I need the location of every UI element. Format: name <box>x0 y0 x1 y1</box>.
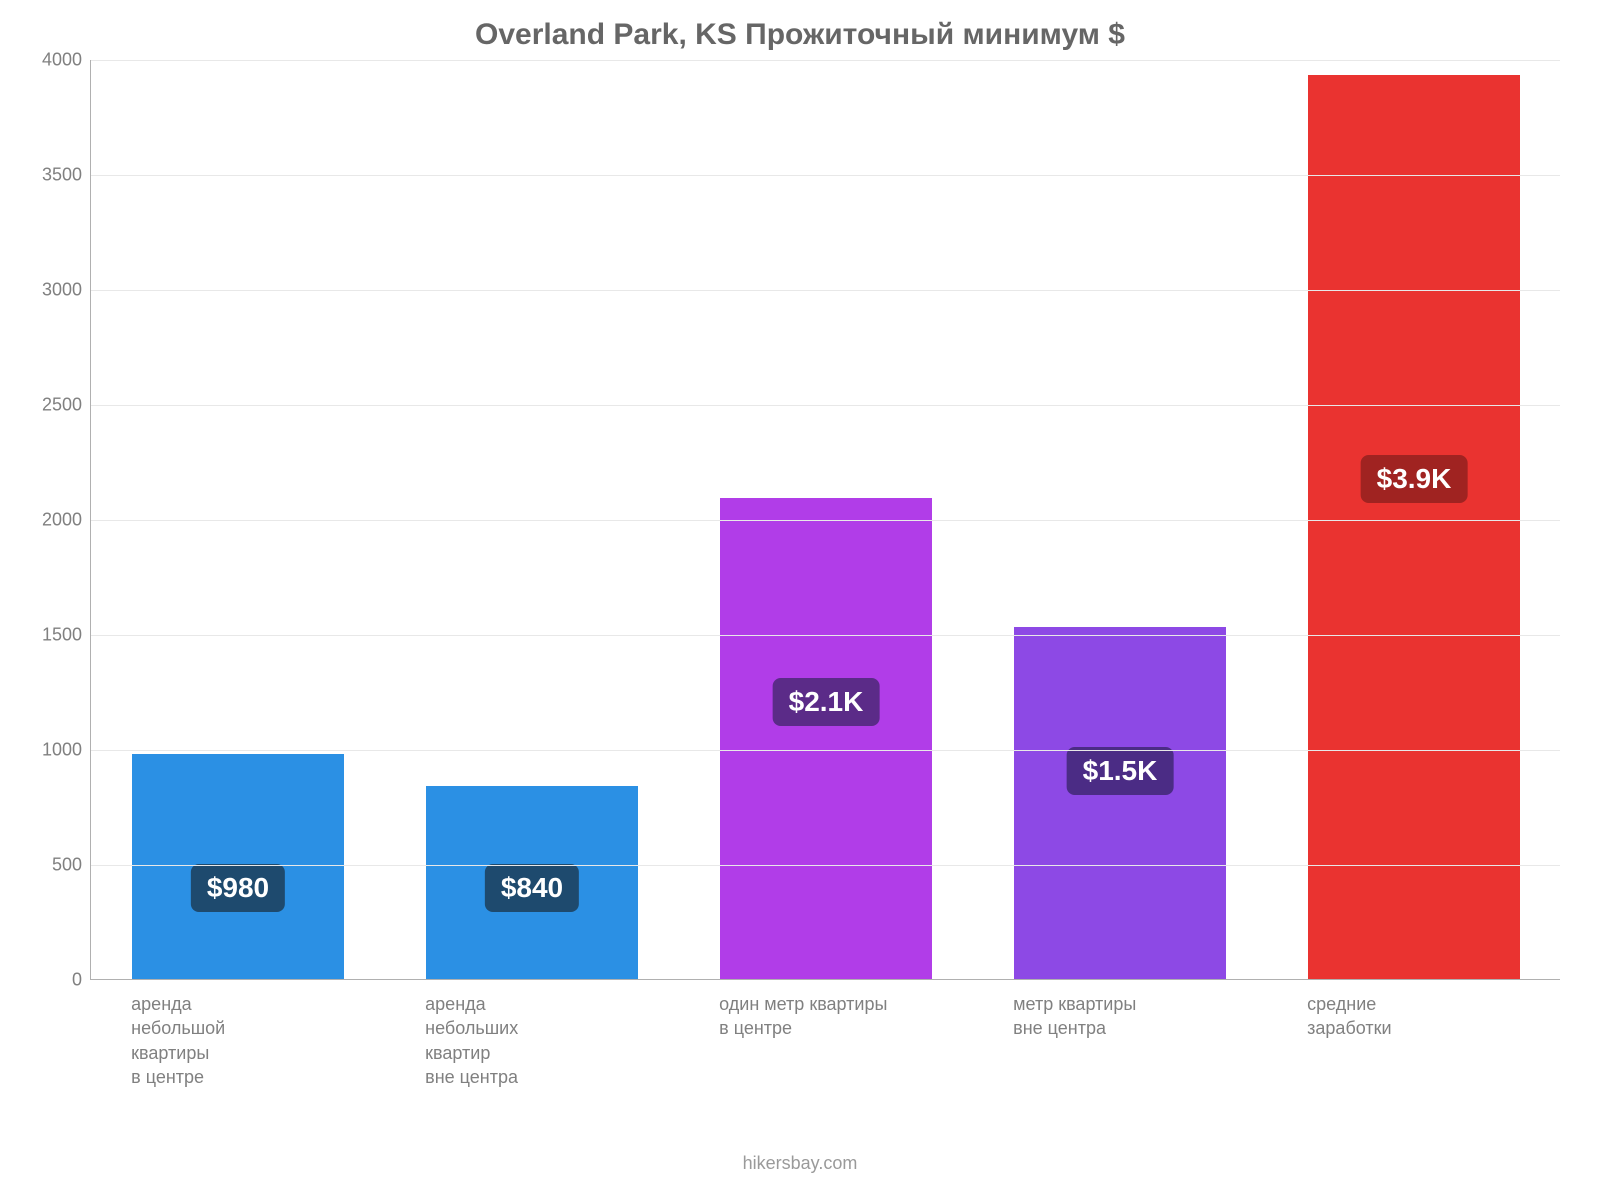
grid-line <box>91 635 1560 636</box>
grid-line <box>91 405 1560 406</box>
x-axis-labels: аренда небольшой квартиры в центре аренда… <box>90 992 1560 1142</box>
grid-line <box>91 520 1560 521</box>
x-axis-label: аренда небольшой квартиры в центре <box>131 992 343 1089</box>
value-badge: $980 <box>191 864 285 912</box>
y-tick-label: 1500 <box>12 625 82 646</box>
y-tick-label: 2000 <box>12 510 82 531</box>
x-axis-label: аренда небольших квартир вне центра <box>425 992 637 1089</box>
x-axis-label: метр квартиры вне центра <box>1013 992 1225 1041</box>
grid-line <box>91 290 1560 291</box>
grid-line <box>91 865 1560 866</box>
y-tick-label: 2500 <box>12 395 82 416</box>
grid-line <box>91 60 1560 61</box>
y-tick-label: 3000 <box>12 280 82 301</box>
bar: $2.1K <box>720 498 932 979</box>
value-badge: $840 <box>485 864 579 912</box>
value-badge: $2.1K <box>773 678 880 726</box>
value-badge: $3.9K <box>1361 455 1468 503</box>
x-axis-label: средние заработки <box>1307 992 1519 1041</box>
y-tick-label: 500 <box>12 855 82 876</box>
bar: $3.9K <box>1308 75 1520 979</box>
y-tick-label: 3500 <box>12 165 82 186</box>
living-cost-chart: Overland Park, KS Прожиточный минимум $ … <box>0 0 1600 1200</box>
plot-area: $980 $840 $2.1K $1.5K $3.9K <box>90 60 1560 980</box>
chart-source: hikersbay.com <box>0 1153 1600 1174</box>
y-tick-label: 4000 <box>12 50 82 71</box>
x-axis-label: один метр квартиры в центре <box>719 992 931 1041</box>
y-tick-label: 1000 <box>12 740 82 761</box>
bar: $840 <box>426 786 638 979</box>
y-tick-label: 0 <box>12 970 82 991</box>
value-badge: $1.5K <box>1067 747 1174 795</box>
bar: $980 <box>132 754 344 979</box>
grid-line <box>91 175 1560 176</box>
bar: $1.5K <box>1014 627 1226 979</box>
grid-line <box>91 750 1560 751</box>
chart-title: Overland Park, KS Прожиточный минимум $ <box>0 18 1600 52</box>
